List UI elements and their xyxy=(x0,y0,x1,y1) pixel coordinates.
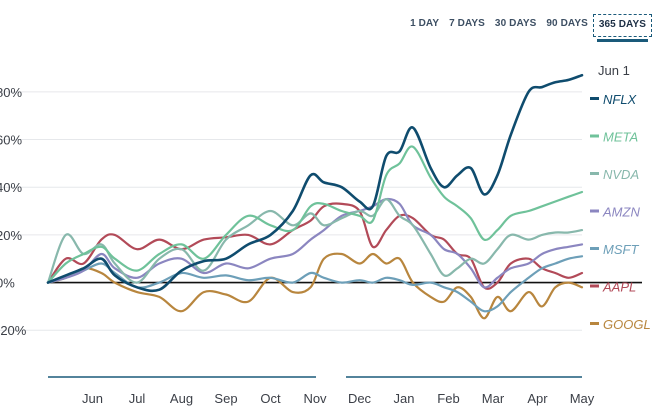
series-line-meta xyxy=(46,145,584,284)
series-line-googl xyxy=(46,252,584,320)
y-tick-label: 60% xyxy=(0,133,22,148)
grid-lines xyxy=(0,91,582,331)
range-90-days-button[interactable]: 90 DAYS xyxy=(546,18,588,29)
range-30-days-button[interactable]: 30 DAYS xyxy=(494,18,537,29)
legend-label-msft[interactable]: MSFT xyxy=(603,242,639,257)
x-tick-label: Apr xyxy=(527,391,548,406)
legend-swatch-meta xyxy=(590,134,599,138)
range-selector: 1 DAY 7 DAYS 30 DAYS 90 DAYS 365 DAYS xyxy=(405,14,652,42)
series-line-msft xyxy=(46,255,584,313)
y-tick-label: -20% xyxy=(0,323,27,338)
y-tick-label: 80% xyxy=(0,85,22,100)
legend-swatch-msft xyxy=(590,247,599,250)
legend-label-nvda[interactable]: NVDA xyxy=(603,167,639,182)
x-tick-label: May xyxy=(570,391,595,406)
legend-label-meta[interactable]: META xyxy=(603,130,638,145)
x-axis-ticks: Jun Jul Aug Sep Oct Nov Dec Jan Feb Mar Apr May xyxy=(82,391,595,406)
x-tick-label: Jan xyxy=(394,391,415,406)
legend-label-aapl[interactable]: AAPL xyxy=(602,280,636,295)
legend-swatch-nvda xyxy=(590,172,599,175)
range-365-days-button[interactable]: 365 DAYS xyxy=(592,14,652,42)
current-date-label: Jun 1 xyxy=(598,63,630,78)
x-tick-label: Feb xyxy=(437,391,459,406)
y-tick-label: 0% xyxy=(0,276,15,291)
legend-label-nflx[interactable]: NFLX xyxy=(603,92,638,107)
x-tick-label: Oct xyxy=(260,391,281,406)
legend-swatch-amzn xyxy=(590,209,599,213)
legend-label-googl[interactable]: GOOGL xyxy=(603,317,651,332)
x-tick-label: Jun xyxy=(82,391,103,406)
range-7-days-button[interactable]: 7 DAYS xyxy=(449,18,485,29)
x-tick-label: Mar xyxy=(482,391,505,406)
legend-swatch-aapl xyxy=(590,284,599,288)
x-tick-label: Aug xyxy=(170,391,193,406)
range-1-day-button[interactable]: 1 DAY xyxy=(410,18,440,29)
y-axis-ticks: 80% 60% 40% 20% 0% -20% xyxy=(0,85,27,338)
x-tick-label: Sep xyxy=(214,391,237,406)
legend-swatch-googl xyxy=(590,322,599,325)
x-tick-label: Dec xyxy=(348,391,372,406)
x-tick-label: Jul xyxy=(129,391,146,406)
y-tick-label: 20% xyxy=(0,228,22,243)
series-line-nflx xyxy=(46,73,584,293)
legend: NFLX META NVDA AMZN MSFT AAPL GOOGL xyxy=(590,92,651,332)
series-lines xyxy=(46,73,584,320)
legend-swatch-nflx xyxy=(590,97,599,100)
y-tick-label: 40% xyxy=(0,180,22,195)
legend-label-amzn[interactable]: AMZN xyxy=(602,205,640,220)
series-line-nvda xyxy=(46,198,584,284)
x-tick-label: Nov xyxy=(303,391,327,406)
